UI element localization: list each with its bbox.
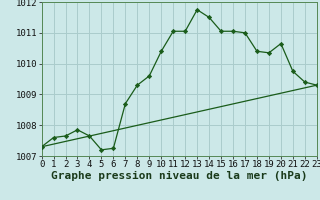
X-axis label: Graphe pression niveau de la mer (hPa): Graphe pression niveau de la mer (hPa) [51, 171, 308, 181]
